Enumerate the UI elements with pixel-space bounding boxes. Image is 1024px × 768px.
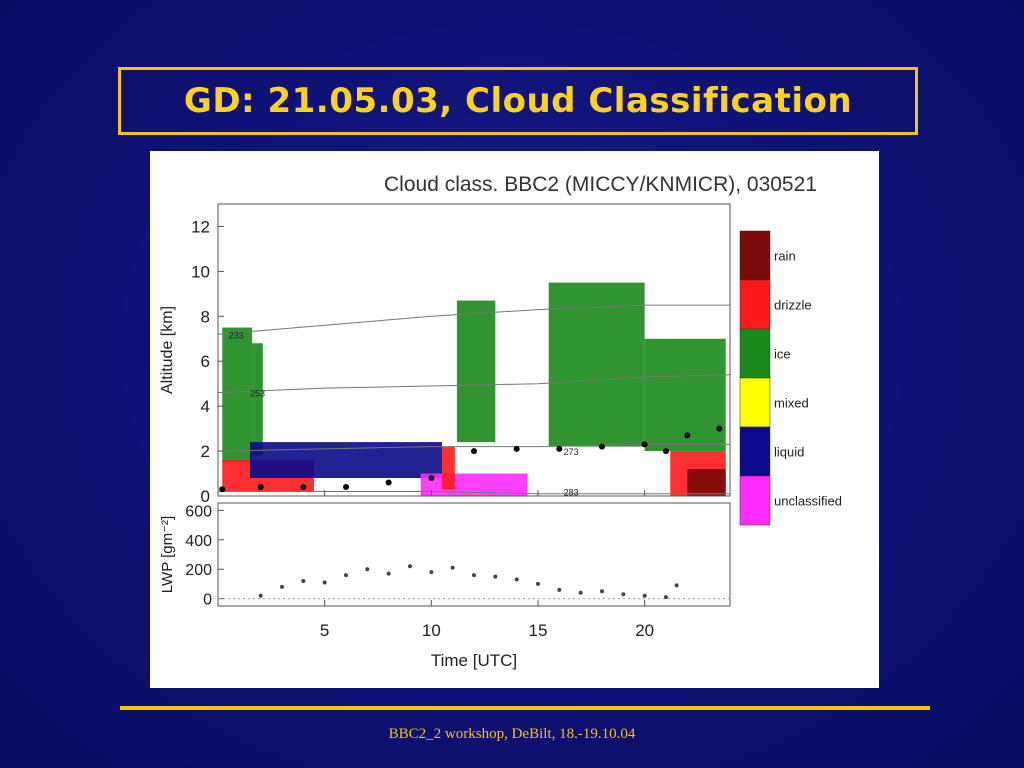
legend-swatch-mixed [739, 377, 771, 428]
cloud-base-point [641, 441, 648, 448]
isotherm-line [217, 374, 731, 394]
isotherm-line [217, 443, 730, 452]
lwp-tick-label: 600 [185, 503, 212, 520]
legend-swatch-drizzle [739, 279, 771, 330]
lwp-point [386, 571, 391, 576]
lwp-point [429, 570, 434, 575]
time-axis-label: Time [UTC] [431, 651, 517, 670]
cloud-base-point [343, 484, 349, 491]
legend-swatch-rain [739, 230, 771, 281]
cloud-base-point [599, 443, 605, 450]
cloud-region-ice [222, 327, 253, 463]
lwp-point [408, 564, 412, 569]
lwp-point [642, 593, 647, 598]
legend-swatch-liquid [739, 426, 771, 477]
lwp-point [450, 565, 455, 570]
y-tick-label: 10 [191, 262, 210, 281]
isotherm-label: 253 [250, 389, 265, 399]
slide-title-box: GD: 21.05.03, Cloud Classification [118, 67, 918, 135]
y-tick-label: 4 [201, 397, 210, 416]
cloud-base-point [219, 486, 226, 493]
cloud-classification-figure: Cloud class. BBC2 (MICCY/KNMICR), 030521… [150, 151, 879, 688]
lwp-point [493, 574, 498, 579]
lwp-point [514, 577, 519, 582]
cloud-base-point [257, 484, 264, 491]
x-tick-label: 5 [320, 621, 329, 640]
lwp-tick-label: 200 [185, 562, 212, 579]
cloud-region-liquid [250, 442, 442, 479]
isotherm-label: 283 [564, 488, 579, 498]
lwp-tick-label: 400 [185, 533, 212, 550]
cloud-base-point [471, 448, 477, 455]
lwp-point [365, 567, 370, 572]
slide-footer: BBC2_2 workshop, DeBilt, 18.-19.10.04 [388, 726, 636, 742]
lwp-point [600, 589, 604, 594]
lwp-point [322, 580, 327, 585]
cloud-region-ice [456, 300, 496, 443]
cloud-base-point [716, 425, 723, 432]
lwp-plot-frame [217, 502, 731, 607]
lwp-point [664, 595, 668, 600]
x-tick-label: 10 [422, 621, 441, 640]
altitude-axis-label: Altitude [km] [159, 306, 176, 394]
isotherm-label: 233 [229, 330, 244, 340]
legend-label-ice: ice [774, 347, 791, 362]
legend-swatch-unclassified [739, 475, 771, 526]
altitude-plot-frame [217, 203, 731, 497]
lwp-point [536, 581, 540, 586]
x-tick-label: 15 [529, 621, 548, 640]
legend-label-liquid: liquid [774, 445, 804, 460]
cloud-base-point [385, 479, 392, 486]
y-tick-label: 8 [201, 307, 210, 326]
legend-swatch-ice [739, 328, 771, 379]
lwp-point [557, 587, 562, 592]
legend-label-mixed: mixed [774, 396, 809, 411]
lwp-axis-label: LWP [gm⁻²] [159, 516, 176, 593]
lwp-point [472, 573, 476, 578]
y-tick-label: 12 [191, 217, 210, 236]
cloud-base-point [684, 432, 691, 439]
cloud-region-ice [548, 282, 645, 447]
lwp-point [258, 593, 263, 598]
lwp-point [578, 590, 583, 595]
cloud-region-ice [644, 338, 726, 452]
footer-divider [120, 706, 930, 710]
y-tick-label: 6 [201, 352, 210, 371]
cloud-base-point [428, 475, 435, 482]
cloud-base-point [556, 445, 563, 452]
lwp-point [301, 578, 306, 583]
y-tick-label: 2 [201, 442, 210, 461]
cloud-base-point [663, 448, 669, 455]
cloud-chart-svg: Cloud class. BBC2 (MICCY/KNMICR), 030521… [159, 173, 842, 670]
legend-label-drizzle: drizzle [774, 298, 812, 313]
y-tick-label: 0 [201, 487, 210, 506]
lwp-tick-label: 0 [203, 592, 212, 609]
isotherm-line [217, 304, 730, 335]
legend-label-unclassified: unclassified [774, 494, 842, 509]
cloud-region-rain [687, 469, 726, 496]
isotherm-line [218, 491, 730, 495]
legend-label-rain: rain [774, 249, 796, 264]
cloud-base-point [300, 484, 307, 491]
x-tick-label: 20 [635, 621, 654, 640]
chart-title: Cloud class. BBC2 (MICCY/KNMICR), 030521 [384, 173, 817, 196]
cloud-region-ice [252, 343, 263, 456]
lwp-point [621, 592, 626, 597]
isotherm-label: 273 [564, 447, 579, 457]
lwp-point [674, 583, 679, 588]
cloud-region-drizzle [442, 446, 455, 490]
lwp-point [344, 573, 348, 578]
cloud-base-point [513, 445, 520, 452]
slide-title: GD: 21.05.03, Cloud Classification [183, 81, 853, 121]
lwp-point [280, 584, 284, 589]
